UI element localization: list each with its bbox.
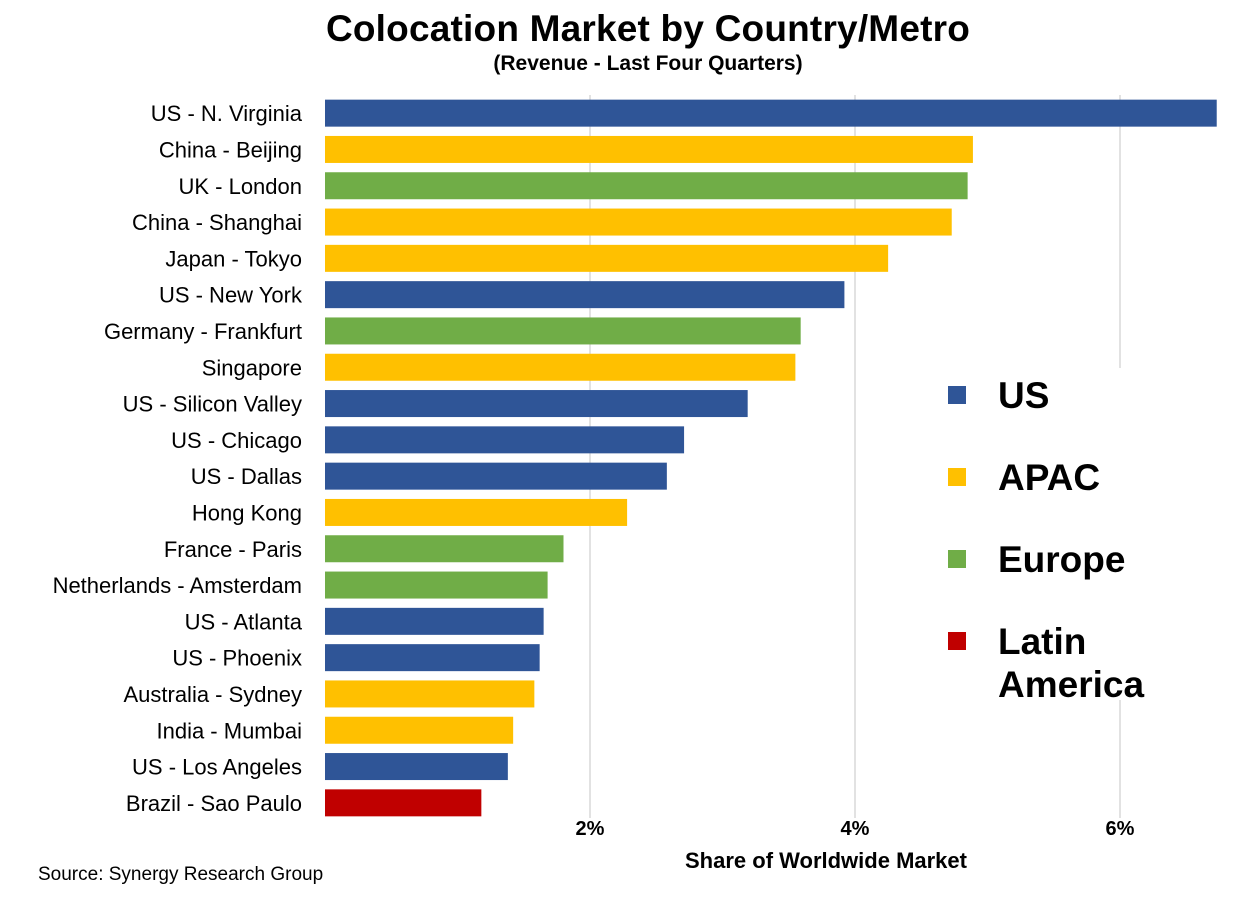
x-tick-label: 4% bbox=[841, 818, 870, 840]
bar-us-silicon-valley bbox=[325, 390, 748, 418]
bar-us-dallas bbox=[325, 462, 667, 490]
category-label: US - Chicago bbox=[171, 428, 302, 453]
category-label: US - Los Angeles bbox=[132, 755, 302, 780]
legend-swatch-apac bbox=[948, 468, 966, 486]
legend-label-apac: APAC bbox=[998, 457, 1101, 498]
bar-us-los-angeles bbox=[325, 753, 508, 781]
category-label: Australia - Sydney bbox=[123, 682, 302, 707]
bar-singapore bbox=[325, 353, 796, 381]
bar-australia-sydney bbox=[325, 680, 535, 708]
legend-label-us: US bbox=[998, 375, 1050, 416]
bar-china-beijing bbox=[325, 135, 973, 163]
category-label: US - N. Virginia bbox=[151, 101, 303, 126]
legend-swatch-latin-america bbox=[948, 632, 966, 650]
category-label: China - Shanghai bbox=[132, 210, 302, 235]
category-label: Japan - Tokyo bbox=[165, 246, 302, 271]
category-label: UK - London bbox=[178, 174, 302, 199]
bar-india-mumbai bbox=[325, 716, 514, 744]
gridlines bbox=[589, 95, 1240, 818]
bar-china-shanghai bbox=[325, 208, 952, 236]
bar-us-n-virginia bbox=[325, 99, 1217, 127]
source-note: Source: Synergy Research Group bbox=[38, 864, 324, 885]
category-label: US - Silicon Valley bbox=[123, 392, 302, 417]
category-labels: US - N. Virginia China - Beijing UK - Lond… bbox=[53, 101, 303, 816]
bar-hong-kong bbox=[325, 498, 628, 526]
chart-title: Colocation Market by Country/Metro bbox=[325, 8, 971, 49]
bars bbox=[325, 99, 1217, 817]
bar-uk-london bbox=[325, 172, 968, 200]
bar-germany-frankfurt bbox=[325, 317, 801, 345]
category-label: Singapore bbox=[202, 355, 302, 380]
bar-france-paris bbox=[325, 535, 564, 563]
category-label: China - Beijing bbox=[159, 137, 302, 162]
x-tick-labels: 2% 4% 6% bbox=[576, 818, 1135, 840]
category-label: Brazil - Sao Paulo bbox=[126, 791, 302, 816]
bar-brazil-sao-paulo bbox=[325, 789, 482, 817]
category-label: Germany - Frankfurt bbox=[104, 319, 302, 344]
bar-us-atlanta bbox=[325, 607, 544, 635]
category-label: Netherlands - Amsterdam bbox=[53, 573, 302, 598]
legend-label-latin-america: Latin America bbox=[998, 621, 1145, 705]
legend-swatch-europe bbox=[948, 550, 966, 568]
category-label: US - Dallas bbox=[191, 464, 302, 489]
bar-us-chicago bbox=[325, 426, 685, 454]
chart-subtitle: (Revenue - Last Four Quarters) bbox=[493, 52, 803, 75]
bar-netherlands-amsterdam bbox=[325, 571, 548, 599]
category-label: India - Mumbai bbox=[156, 718, 302, 743]
category-label: US - Atlanta bbox=[185, 609, 303, 634]
category-label: US - New York bbox=[159, 283, 303, 308]
x-tick-label: 2% bbox=[576, 818, 605, 840]
x-tick-label: 6% bbox=[1106, 818, 1135, 840]
bar-japan-tokyo bbox=[325, 244, 889, 272]
bar-us-new-york bbox=[325, 281, 845, 309]
category-label: France - Paris bbox=[164, 537, 302, 562]
legend-label-europe: Europe bbox=[998, 539, 1126, 580]
category-label: US - Phoenix bbox=[172, 646, 302, 671]
x-axis-label: Share of Worldwide Market bbox=[685, 848, 967, 873]
bar-us-phoenix bbox=[325, 644, 540, 672]
legend-swatch-us bbox=[948, 386, 966, 404]
legend-background bbox=[940, 368, 1240, 700]
category-label: Hong Kong bbox=[192, 500, 302, 525]
